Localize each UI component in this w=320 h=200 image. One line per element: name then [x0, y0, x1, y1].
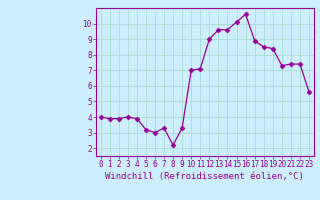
X-axis label: Windchill (Refroidissement éolien,°C): Windchill (Refroidissement éolien,°C): [105, 172, 304, 181]
